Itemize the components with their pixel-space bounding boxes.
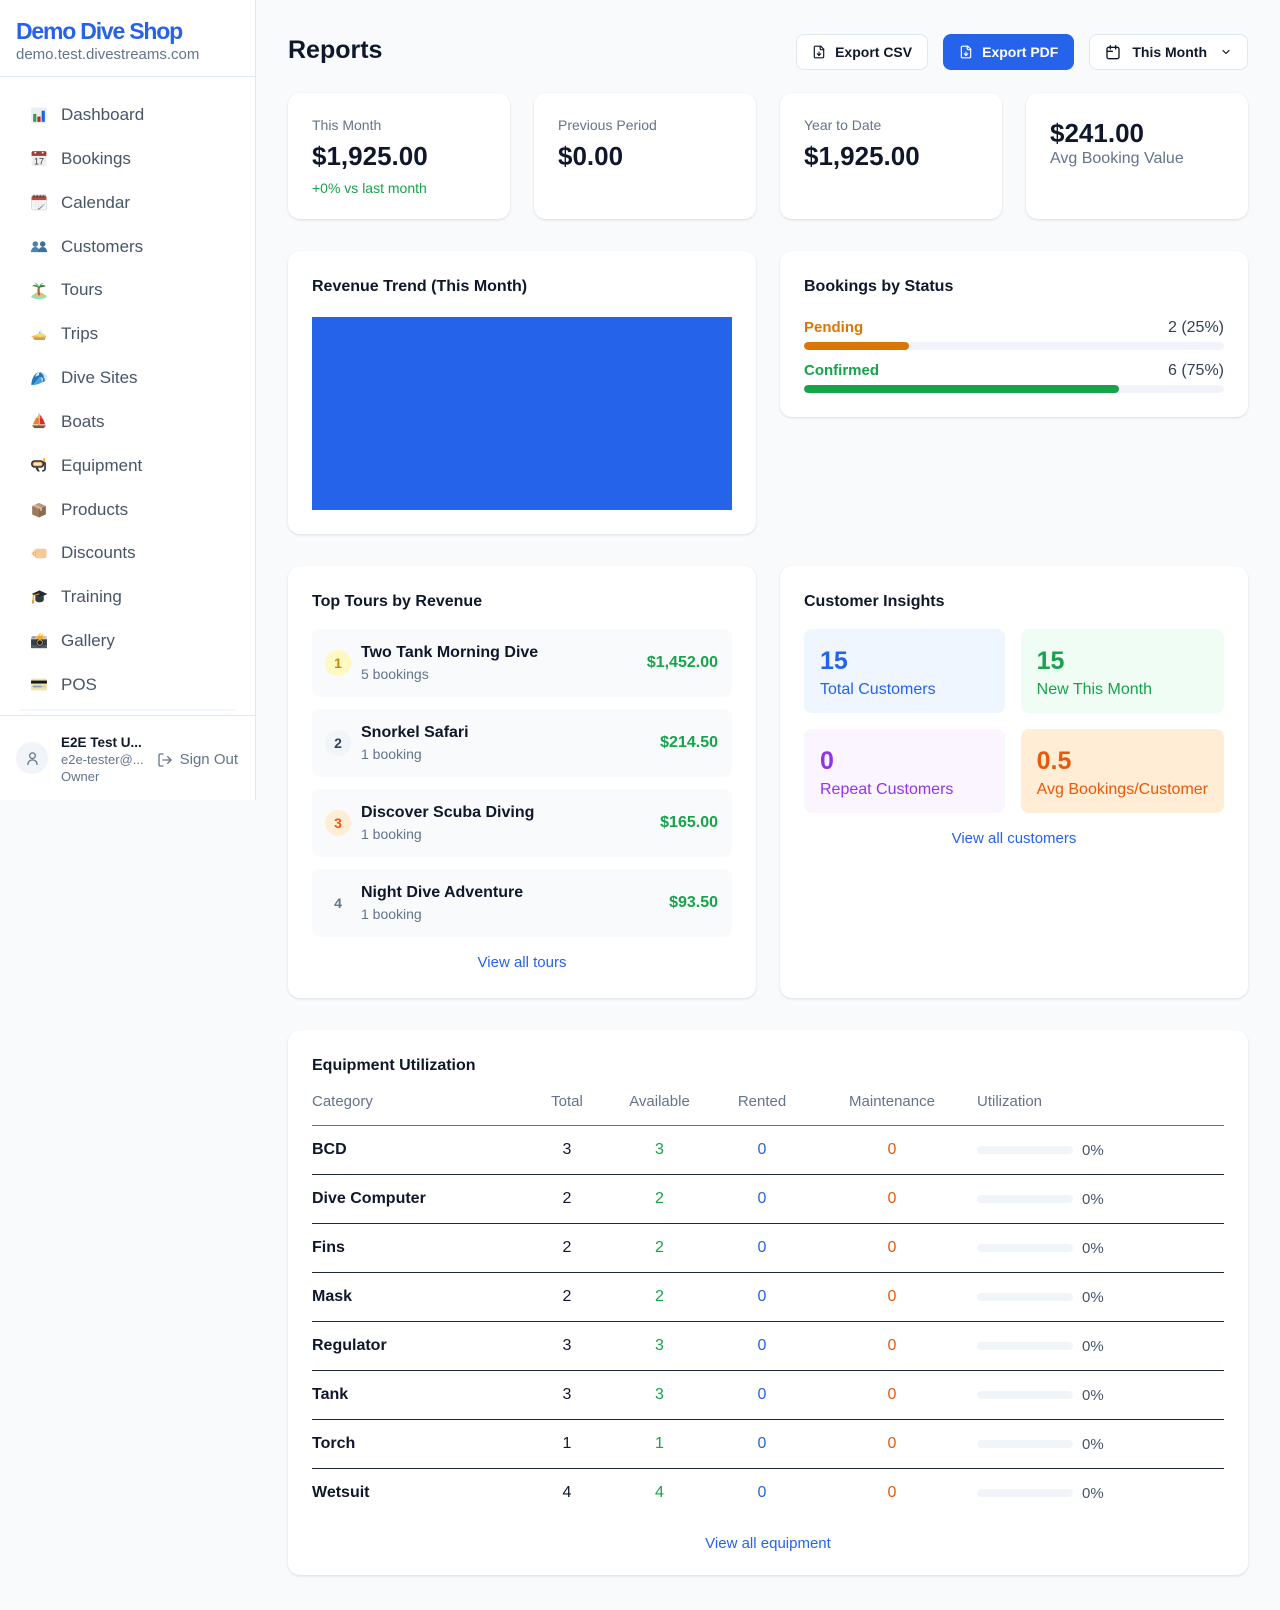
svg-text:17: 17: [34, 157, 44, 167]
